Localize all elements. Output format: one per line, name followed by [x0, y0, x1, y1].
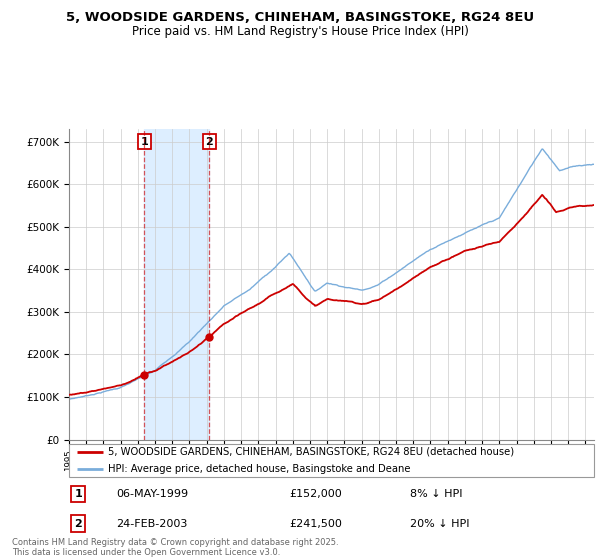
- Text: 24-FEB-2003: 24-FEB-2003: [116, 519, 188, 529]
- Text: £241,500: £241,500: [290, 519, 343, 529]
- Text: £152,000: £152,000: [290, 489, 342, 499]
- Text: 20% ↓ HPI: 20% ↓ HPI: [410, 519, 470, 529]
- Bar: [144, 129, 209, 440]
- Text: 06-MAY-1999: 06-MAY-1999: [116, 489, 188, 499]
- Text: 2: 2: [205, 137, 213, 147]
- Text: 5, WOODSIDE GARDENS, CHINEHAM, BASINGSTOKE, RG24 8EU: 5, WOODSIDE GARDENS, CHINEHAM, BASINGSTO…: [66, 11, 534, 24]
- Text: 2: 2: [74, 519, 82, 529]
- Text: 1: 1: [74, 489, 82, 499]
- FancyBboxPatch shape: [69, 444, 594, 477]
- Text: HPI: Average price, detached house, Basingstoke and Deane: HPI: Average price, detached house, Basi…: [109, 464, 411, 474]
- Text: Price paid vs. HM Land Registry's House Price Index (HPI): Price paid vs. HM Land Registry's House …: [131, 25, 469, 38]
- Text: 5, WOODSIDE GARDENS, CHINEHAM, BASINGSTOKE, RG24 8EU (detached house): 5, WOODSIDE GARDENS, CHINEHAM, BASINGSTO…: [109, 447, 515, 457]
- Text: 8% ↓ HPI: 8% ↓ HPI: [410, 489, 463, 499]
- Text: Contains HM Land Registry data © Crown copyright and database right 2025.
This d: Contains HM Land Registry data © Crown c…: [12, 538, 338, 557]
- Text: 1: 1: [140, 137, 148, 147]
